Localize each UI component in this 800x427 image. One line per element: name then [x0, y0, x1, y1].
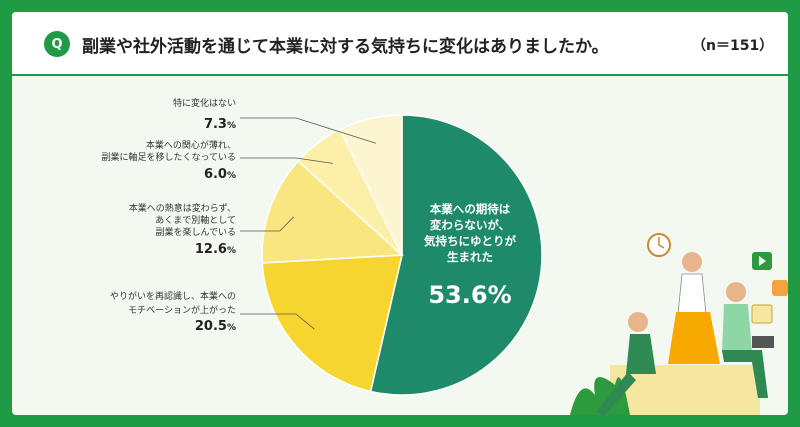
pie-slice: [369, 114, 543, 396]
slice-label-line: 副業を楽しんでいる: [155, 226, 236, 238]
slice-label-line: 本業への熱意は変わらず、: [129, 202, 236, 214]
slice-label-line: 変わらないが、: [430, 218, 510, 232]
play-icon-triangle: [759, 256, 766, 266]
person-leg: [722, 350, 768, 398]
pie-slice: [261, 160, 404, 264]
slice-label-line: 本業への期待は: [430, 202, 511, 216]
slice-label-line: あくまで別軸として: [155, 214, 236, 226]
question-header: Q 副業や社外活動を通じて本業に対する気持ちに変化はありましたか。 （n＝151…: [12, 12, 788, 76]
person-skirt: [668, 312, 720, 364]
person-body: [722, 304, 752, 352]
people-illustration: [570, 233, 788, 416]
person-head: [628, 312, 648, 332]
question-title: 副業や社外活動を通じて本業に対する気持ちに変化はありましたか。: [82, 37, 609, 57]
pie-slice: [339, 114, 403, 256]
leader-line: [240, 313, 315, 330]
person-body: [677, 273, 707, 315]
image-icon: [772, 280, 788, 296]
photo-icon: [751, 304, 773, 324]
leader-line: [240, 117, 377, 144]
sample-size: （n＝151）: [692, 38, 774, 54]
slice-label-line: 気持ちにゆとりが: [424, 234, 516, 248]
laptop: [752, 336, 774, 348]
slice-percent: 12.6%: [195, 242, 236, 257]
person-leg: [596, 372, 636, 416]
slice-label-line: 副業に軸足を移したくなっている: [101, 151, 236, 163]
pie-slice: [261, 254, 403, 393]
leader-line: [240, 216, 295, 232]
plant: [570, 377, 630, 415]
question-badge: Q: [44, 31, 70, 57]
slice-label-line: モチベーションが上がった: [128, 304, 236, 316]
person-head: [682, 252, 702, 272]
slice-percent: 6.0%: [204, 167, 236, 182]
slice-percent: 7.3%: [204, 117, 236, 132]
slice-percent: 53.6%: [428, 281, 511, 309]
slice-label-line: 本業への関心が薄れ、: [146, 139, 236, 151]
slice-label-line: 生まれた: [447, 250, 493, 264]
leader-lines: [240, 117, 377, 330]
leader-line: [240, 157, 333, 164]
clock-hands: [658, 237, 665, 249]
pie-slices: [261, 114, 543, 396]
slice-label-line: やりがいを再認識し、本業への: [110, 290, 236, 302]
person-head: [726, 282, 746, 302]
person-body: [626, 334, 656, 374]
slice-percent: 20.5%: [195, 319, 236, 334]
slice-label-line: 特に変化はない: [173, 97, 236, 109]
